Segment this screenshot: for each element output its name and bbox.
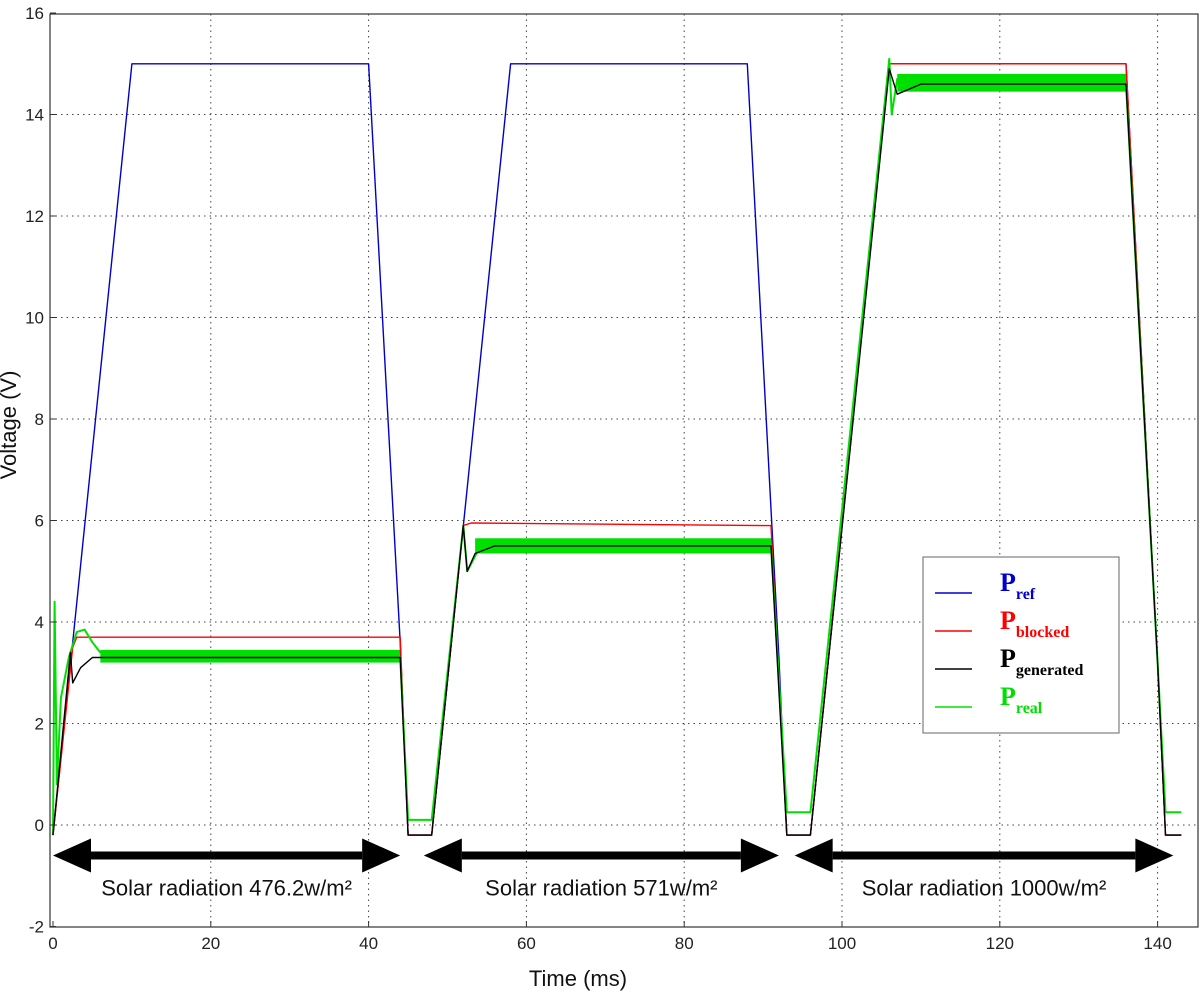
y-tick-label-1: 0 <box>35 816 44 835</box>
y-tick-label-9: 16 <box>25 4 44 23</box>
x-tick-label-2: 40 <box>359 934 378 953</box>
x-tick-label-3: 60 <box>517 934 536 953</box>
grid <box>50 14 1198 927</box>
y-tick-label-2: 2 <box>35 715 44 734</box>
radiation-annotation-2: Solar radiation 1000w/m² <box>794 838 1174 900</box>
annotation-arrow-right-head <box>740 838 779 873</box>
legend-label-real: Preal <box>1000 682 1043 717</box>
annotation-label: Solar radiation 476.2w/m² <box>101 875 352 900</box>
radiation-annotation-0: Solar radiation 476.2w/m² <box>53 838 401 900</box>
radiation-annotation-1: Solar radiation 571w/m² <box>423 838 779 900</box>
x-tick-label-6: 120 <box>986 934 1014 953</box>
legend-label-ref: Pref <box>1000 568 1036 603</box>
legend-item-ref: Pref <box>935 568 1036 603</box>
x-axis-title: Time (ms) <box>529 966 627 991</box>
legend-item-real: Preal <box>935 682 1043 717</box>
y-tick-label-7: 12 <box>25 207 44 226</box>
x-tick-label-5: 100 <box>828 934 856 953</box>
y-tick-label-3: 4 <box>35 613 44 632</box>
annotation-arrow-left-head <box>423 838 462 873</box>
annotation-arrow-left-head <box>794 838 833 873</box>
y-tick-label-0: -2 <box>29 918 44 937</box>
legend-label-generated: Pgenerated <box>1000 644 1084 679</box>
x-tick-label-0: 0 <box>48 934 57 953</box>
x-tick-label-4: 80 <box>675 934 694 953</box>
radiation-annotations: Solar radiation 476.2w/m² Solar radiation… <box>53 838 1174 900</box>
annotation-arrow-right-head <box>362 838 401 873</box>
x-tick-label-1: 20 <box>201 934 220 953</box>
y-axis-title: Voltage (V) <box>0 371 21 480</box>
x-tick-label-7: 140 <box>1143 934 1171 953</box>
plot-frame <box>49 13 1199 928</box>
series-line-generated <box>52 68 1182 836</box>
annotation-arrow-right-head <box>1135 838 1174 873</box>
series-lines <box>52 57 1182 836</box>
legend-item-blocked: Pblocked <box>935 606 1069 641</box>
legend-item-generated: Pgenerated <box>935 644 1084 679</box>
y-tick-label-4: 6 <box>35 512 44 531</box>
annotation-label: Solar radiation 571w/m² <box>485 875 717 900</box>
y-tick-label-8: 14 <box>25 106 44 125</box>
legend-label-blocked: Pblocked <box>1000 606 1069 641</box>
legend-box <box>922 556 1120 734</box>
annotation-arrow-left-head <box>53 838 91 873</box>
y-tick-label-6: 10 <box>25 309 44 328</box>
real-ripple-band-2 <box>897 73 1127 92</box>
plot-background <box>50 14 1198 927</box>
annotation-label: Solar radiation 1000w/m² <box>862 875 1107 900</box>
y-tick-label-5: 8 <box>35 410 44 429</box>
